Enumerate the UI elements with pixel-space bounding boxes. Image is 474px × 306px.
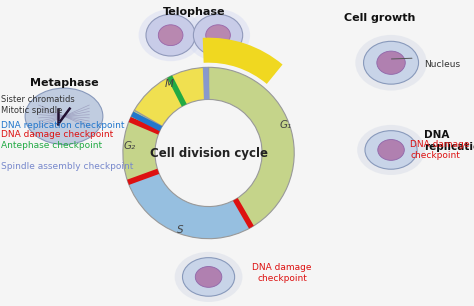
Wedge shape <box>123 110 162 182</box>
Ellipse shape <box>186 9 250 61</box>
Ellipse shape <box>356 35 427 91</box>
Text: G₁: G₁ <box>279 120 291 130</box>
Ellipse shape <box>364 41 419 84</box>
Text: DNA
replication: DNA replication <box>424 130 474 151</box>
Text: Spindle assembly checkpoint: Spindle assembly checkpoint <box>1 162 133 171</box>
Text: DNA damage checkpoint: DNA damage checkpoint <box>1 130 113 139</box>
Ellipse shape <box>138 9 203 61</box>
Ellipse shape <box>206 25 230 46</box>
Ellipse shape <box>377 51 405 74</box>
Text: M: M <box>164 79 173 89</box>
Text: Sister chromatids: Sister chromatids <box>1 95 75 104</box>
Wedge shape <box>209 67 294 227</box>
Text: Telophase: Telophase <box>163 7 226 17</box>
Text: DNA replication checkpoint: DNA replication checkpoint <box>1 121 125 130</box>
Ellipse shape <box>182 258 235 296</box>
Text: DNA damage
checkpoint: DNA damage checkpoint <box>252 263 312 282</box>
Wedge shape <box>128 171 251 239</box>
Text: Antephase checkpoint: Antephase checkpoint <box>1 141 102 150</box>
Text: DNA damage
checkpoint: DNA damage checkpoint <box>410 140 470 160</box>
Text: G₂: G₂ <box>124 141 136 151</box>
Text: Mitotic spindle: Mitotic spindle <box>1 106 62 115</box>
Text: Cell division cycle: Cell division cycle <box>150 147 267 159</box>
Ellipse shape <box>378 140 404 160</box>
Wedge shape <box>134 67 209 126</box>
Text: Cell growth: Cell growth <box>344 13 415 23</box>
Ellipse shape <box>365 131 417 169</box>
Ellipse shape <box>146 14 195 56</box>
Text: S: S <box>177 225 184 235</box>
Ellipse shape <box>174 252 242 302</box>
Text: Nucleus: Nucleus <box>424 60 460 69</box>
Ellipse shape <box>25 88 103 144</box>
Ellipse shape <box>195 267 222 287</box>
Ellipse shape <box>158 25 183 46</box>
Text: Metaphase: Metaphase <box>30 78 98 88</box>
Ellipse shape <box>357 125 425 175</box>
Ellipse shape <box>193 14 243 56</box>
